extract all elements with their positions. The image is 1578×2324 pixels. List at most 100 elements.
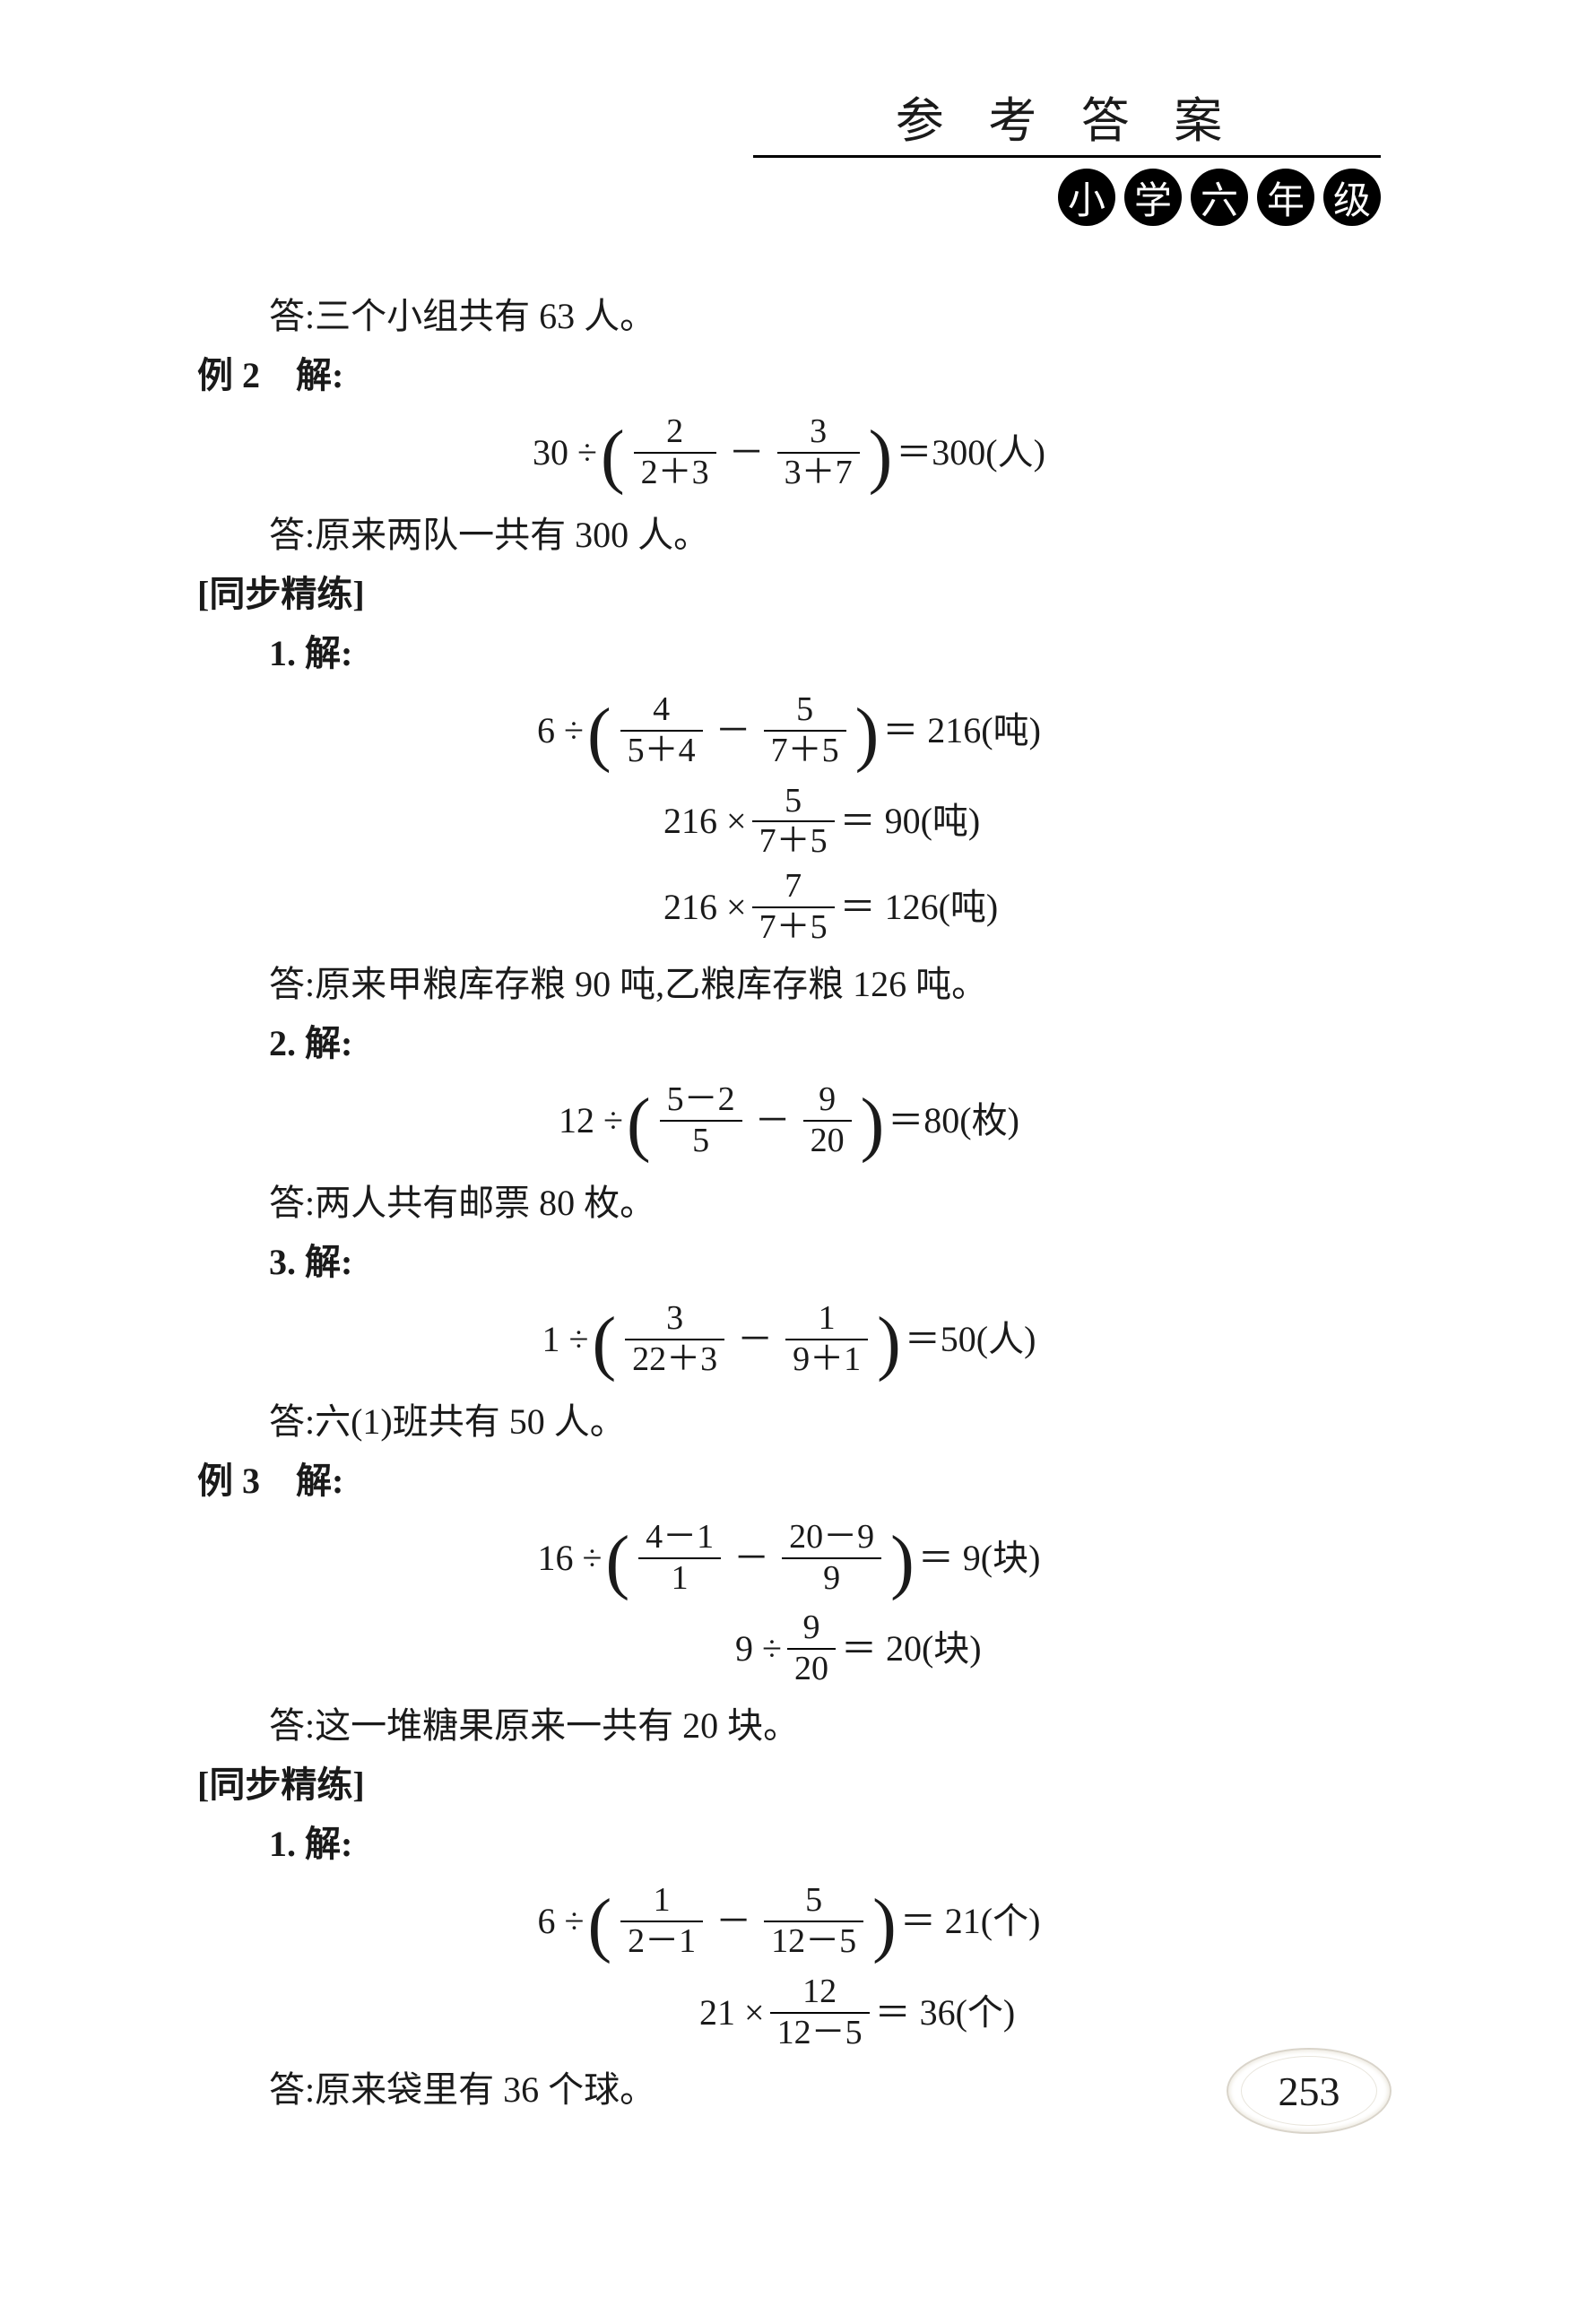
answer-line: 答:六(1)班共有 50 人。 xyxy=(197,1392,1381,1452)
denominator: 1 xyxy=(664,1561,696,1597)
denominator: 12－5 xyxy=(770,2016,870,2051)
grade-char: 六 xyxy=(1191,169,1248,226)
numerator: 12 xyxy=(795,1974,844,2010)
numerator: 3 xyxy=(659,1301,690,1337)
minus-op: － xyxy=(733,1529,769,1588)
denominator: 2－1 xyxy=(620,1924,703,1960)
page-number-text: 253 xyxy=(1279,2068,1340,2115)
denominator: 2＋3 xyxy=(634,455,716,491)
problem-1-heading: 1. 解: xyxy=(197,624,1381,683)
eq-result: ＝50(人) xyxy=(905,1310,1036,1369)
fraction: 45＋4 xyxy=(620,692,703,769)
denominator: 22＋3 xyxy=(625,1342,724,1378)
numerator: 5－2 xyxy=(660,1082,742,1118)
answer-line: 答:原来两队一共有 300 人。 xyxy=(197,506,1381,565)
answer-line: 答:三个小组共有 63 人。 xyxy=(197,287,1381,346)
header-title: 参 考 答 案 xyxy=(753,81,1381,158)
eq-result: ＝80(枚) xyxy=(888,1091,1019,1150)
denominator: 12－5 xyxy=(764,1924,863,1960)
answer-line: 答:原来甲粮库存粮 90 吨,乙粮库存粮 126 吨。 xyxy=(197,955,1381,1014)
denominator: 5 xyxy=(685,1123,716,1159)
numerator: 1 xyxy=(646,1883,678,1919)
eq-prefix: 30 ÷ xyxy=(533,423,597,482)
numerator: 1 xyxy=(811,1301,843,1337)
fraction: 19＋1 xyxy=(785,1301,868,1378)
minus-op: － xyxy=(715,701,751,760)
fraction: 12 12－5 xyxy=(770,1974,870,2051)
content-body: 答:三个小组共有 63 人。 例 2 解: 30 ÷ ( 2 2＋3 － 3 3… xyxy=(197,287,1381,2120)
denominator: 9＋1 xyxy=(785,1342,868,1378)
example-2-equation: 30 ÷ ( 2 2＋3 － 3 3＋7 ) ＝300(人) xyxy=(197,414,1381,491)
fraction: 3 3＋7 xyxy=(777,414,860,491)
fraction: 77＋5 xyxy=(752,869,835,946)
fraction: 2 2＋3 xyxy=(634,414,716,491)
fraction: 4－11 xyxy=(638,1520,721,1597)
problem-3-eq: 1 ÷ ( 322＋3 － 19＋1 ) ＝50(人) xyxy=(197,1301,1381,1378)
grade-char: 年 xyxy=(1257,169,1314,226)
fraction: 12－1 xyxy=(620,1883,703,1960)
denominator: 5＋4 xyxy=(620,733,703,769)
numerator: 9 xyxy=(795,1610,827,1646)
denominator: 9 xyxy=(816,1561,847,1597)
eq-prefix: 216 × xyxy=(663,878,747,937)
header-subtitle: 小 学 六 年 级 xyxy=(753,169,1381,226)
section-heading: [同步精练] xyxy=(197,1756,1381,1815)
section-heading: [同步精练] xyxy=(197,565,1381,624)
eq-result: ＝ 90(吨) xyxy=(840,792,981,851)
eq-result: ＝ 9(块) xyxy=(918,1529,1041,1588)
minus-op: － xyxy=(715,1892,751,1951)
problem-1-eq1: 6 ÷ ( 45＋4 － 57＋5 ) ＝ 216(吨) xyxy=(197,692,1381,769)
numerator: 9 xyxy=(811,1082,843,1118)
fraction: 57＋5 xyxy=(764,692,846,769)
problem-2-eq: 12 ÷ ( 5－25 － 920 ) ＝80(枚) xyxy=(197,1082,1381,1159)
answer-line: 答:原来袋里有 36 个球。 xyxy=(197,2060,1381,2120)
grade-char: 学 xyxy=(1124,169,1182,226)
example-3-eq2: 9 ÷ 9 20 ＝ 20(块) xyxy=(197,1610,1381,1687)
denominator: 7＋5 xyxy=(752,824,835,860)
denominator: 3＋7 xyxy=(777,455,860,491)
page: 参 考 答 案 小 学 六 年 级 答:三个小组共有 63 人。 例 2 解: … xyxy=(0,0,1578,2324)
minus-op: － xyxy=(729,423,765,482)
grade-char: 小 xyxy=(1058,169,1115,226)
fraction: 920 xyxy=(803,1082,852,1159)
minus-op: － xyxy=(737,1310,773,1369)
numerator: 4－1 xyxy=(638,1520,721,1556)
example-3-eq1: 16 ÷ ( 4－11 － 20－99 ) ＝ 9(块) xyxy=(197,1520,1381,1597)
eq-prefix: 6 ÷ xyxy=(538,1892,585,1951)
numerator: 5 xyxy=(798,1883,829,1919)
fraction: 5 12－5 xyxy=(764,1883,863,1960)
eq-result: ＝300(人) xyxy=(896,423,1045,482)
problem-1b-eq2: 21 × 12 12－5 ＝ 36(个) xyxy=(197,1974,1381,2051)
numerator: 5 xyxy=(777,784,809,819)
problem-1-eq2: 216 × 5 7＋5 ＝ 90(吨) xyxy=(197,784,1381,861)
denominator: 7＋5 xyxy=(752,910,835,946)
grade-char: 级 xyxy=(1323,169,1381,226)
eq-prefix: 1 ÷ xyxy=(542,1310,589,1369)
answer-line: 答:这一堆糖果原来一共有 20 块。 xyxy=(197,1696,1381,1756)
eq-prefix: 6 ÷ xyxy=(537,701,584,760)
denominator: 20 xyxy=(803,1123,852,1159)
fraction: 3 22＋3 xyxy=(625,1301,724,1378)
minus-op: － xyxy=(755,1091,791,1150)
eq-prefix: 216 × xyxy=(663,792,747,851)
fraction: 20－9 9 xyxy=(782,1520,881,1597)
eq-result: ＝ 20(块) xyxy=(841,1619,982,1678)
numerator: 3 xyxy=(802,414,834,450)
eq-result: ＝ 126(吨) xyxy=(840,878,999,937)
problem-3-heading: 3. 解: xyxy=(197,1233,1381,1292)
eq-result: ＝ 21(个) xyxy=(900,1892,1041,1951)
denominator: 20 xyxy=(787,1652,836,1687)
eq-result: ＝ 216(吨) xyxy=(882,701,1041,760)
numerator: 5 xyxy=(789,692,820,728)
numerator: 20－9 xyxy=(782,1520,881,1556)
eq-prefix: 9 ÷ xyxy=(735,1619,782,1678)
fraction: 5－25 xyxy=(660,1082,742,1159)
eq-result: ＝ 36(个) xyxy=(875,1983,1016,2042)
numerator: 7 xyxy=(777,869,809,905)
eq-prefix: 16 ÷ xyxy=(538,1529,603,1588)
numerator: 2 xyxy=(659,414,690,450)
numerator: 4 xyxy=(646,692,677,728)
answer-line: 答:两人共有邮票 80 枚。 xyxy=(197,1174,1381,1233)
eq-prefix: 21 × xyxy=(699,1983,765,2042)
example-2-heading: 例 2 解: xyxy=(197,346,1381,405)
